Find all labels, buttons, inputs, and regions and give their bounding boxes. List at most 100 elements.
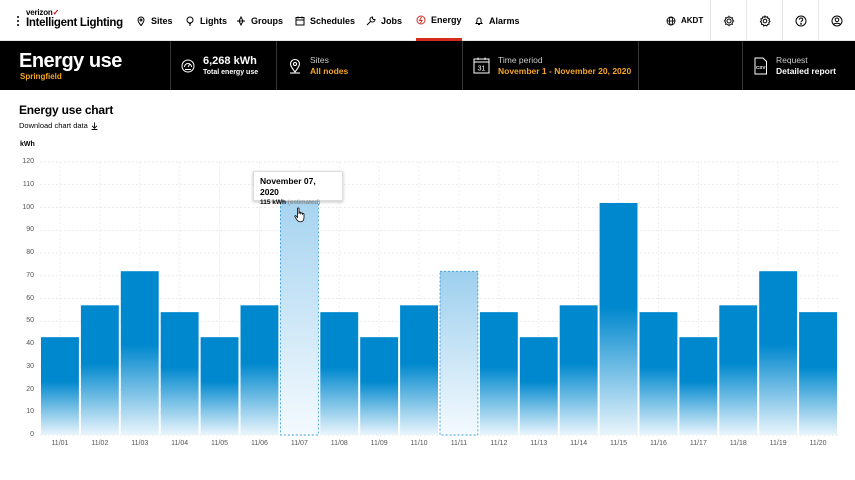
hand-cursor-icon	[294, 207, 305, 223]
groups-icon	[237, 15, 245, 26]
y-tick-label: 10	[26, 408, 34, 416]
nav-item-jobs[interactable]: Jobs	[366, 0, 402, 41]
logo[interactable]: verizon✓ Intelligent Lighting	[26, 8, 123, 29]
x-tick-label: 11/18	[729, 440, 747, 447]
nav-item-alarms[interactable]: Alarms	[474, 0, 520, 41]
nav-label-groups: Groups	[251, 15, 284, 26]
request-value: Detailed report	[776, 65, 836, 76]
settings-icon	[759, 14, 771, 27]
admin-settings-button[interactable]	[710, 0, 746, 41]
chart-tooltip: November 07, 2020 115 kWh (estimated)	[253, 171, 343, 206]
timezone-selector[interactable]: AKDT	[666, 0, 703, 41]
bar-11-18[interactable]	[719, 305, 758, 435]
help-button[interactable]	[782, 0, 818, 41]
request-label: Request	[776, 54, 808, 65]
globe-icon	[666, 16, 676, 25]
y-tick-label: 80	[26, 249, 34, 256]
bar-11-15[interactable]	[599, 202, 638, 435]
header-divider	[742, 41, 743, 90]
y-tick-label: 50	[26, 317, 34, 325]
chart-grid	[40, 161, 838, 436]
x-tick-label: 11/17	[689, 440, 707, 447]
x-tick-label: 11/15	[610, 440, 628, 447]
brand-name: verizon	[26, 8, 53, 17]
bar-11-01[interactable]	[41, 337, 79, 435]
x-tick-label: 11/07	[290, 440, 308, 447]
download-label: Download chart data	[19, 121, 88, 130]
x-tick-label: 11/16	[649, 440, 667, 447]
header-divider	[170, 41, 171, 90]
nav-label-sites: Sites	[151, 15, 173, 26]
nav-label-energy: Energy	[431, 15, 462, 25]
header-divider	[276, 41, 277, 90]
page-title: Energy use	[19, 50, 122, 72]
y-axis-unit: kWh	[20, 141, 35, 148]
bar-11-04[interactable]	[160, 312, 199, 435]
bar-11-03[interactable]	[120, 271, 159, 435]
x-tick-label: 11/09	[370, 440, 388, 447]
x-tick-label: 11/12	[490, 440, 508, 447]
settings-button[interactable]	[746, 0, 782, 41]
energy-icon	[416, 15, 426, 25]
download-icon	[91, 122, 98, 130]
nav-label-lights: Lights	[200, 15, 227, 26]
tooltip-note: (estimated)	[287, 199, 321, 206]
y-tick-label: 70	[26, 271, 34, 279]
nav-item-groups[interactable]: Groups	[236, 0, 283, 41]
bar-11-10[interactable]	[400, 305, 438, 435]
nav-label-jobs: Jobs	[381, 15, 403, 26]
header-divider	[462, 41, 463, 90]
y-tick-label: 40	[26, 340, 34, 347]
calendar-icon: 31	[473, 57, 490, 74]
total-energy-block: 6,268 kWh Total energy use	[181, 41, 258, 90]
sites-value: All nodes	[310, 65, 349, 76]
x-tick-label: 11/10	[410, 440, 428, 447]
help-icon	[795, 15, 806, 26]
profile-button[interactable]	[818, 0, 854, 41]
bar-11-12[interactable]	[479, 312, 518, 435]
profile-icon	[831, 15, 842, 26]
csv-file-icon: CSV	[754, 57, 767, 74]
admin-gear-icon	[723, 15, 734, 26]
bar-11-14[interactable]	[559, 305, 598, 435]
product-name: Intelligent Lighting	[26, 17, 123, 29]
meter-icon	[181, 59, 195, 72]
bar-11-08[interactable]	[320, 312, 359, 435]
x-tick-label: 11/13	[530, 440, 548, 447]
bar-11-06[interactable]	[240, 305, 279, 435]
y-tick-label: 60	[26, 294, 34, 302]
y-tick-label: 100	[22, 203, 34, 211]
sites-filter[interactable]: Sites All nodes	[288, 41, 348, 90]
app-menu-icon[interactable]	[17, 16, 20, 26]
y-tick-label: 20	[26, 385, 34, 393]
page-header: Energy use Springfield 6,268 kWh Total e…	[0, 41, 855, 90]
download-chart-data-link[interactable]: Download chart data	[19, 121, 98, 130]
total-energy-label: Total energy use	[203, 68, 259, 76]
request-report-button[interactable]: CSV Request Detailed report	[753, 41, 836, 90]
bar-11-11[interactable]	[439, 270, 479, 436]
bar-11-16[interactable]	[639, 312, 678, 435]
chart-bars	[41, 173, 837, 436]
nav-item-energy[interactable]: Energy	[416, 0, 462, 41]
svg-text:CSV: CSV	[756, 65, 766, 70]
site-name: Springfield	[20, 72, 62, 81]
time-period-filter[interactable]: 31 Time period November 1 - November 20,…	[473, 41, 631, 90]
nav-item-lights[interactable]: Lights	[185, 0, 227, 41]
bar-11-05[interactable]	[200, 337, 239, 435]
bar-11-19[interactable]	[759, 271, 798, 435]
timezone-label: AKDT	[681, 16, 704, 25]
x-tick-label: 11/03	[131, 440, 149, 447]
x-tick-label: 11/08	[330, 440, 348, 447]
bar-11-17[interactable]	[679, 337, 718, 435]
nav-item-schedules[interactable]: Schedules	[295, 0, 355, 41]
bar-11-09[interactable]	[360, 337, 399, 435]
bar-11-13[interactable]	[519, 337, 558, 435]
bar-11-02[interactable]	[80, 305, 119, 435]
location-pin-icon	[289, 58, 301, 74]
bar-11-20[interactable]	[799, 312, 837, 435]
x-tick-label: 11/06	[250, 440, 268, 447]
nav-item-sites[interactable]: Sites	[136, 0, 173, 41]
time-period-value: November 1 - November 20, 2020	[498, 65, 632, 76]
x-tick-label: 11/14	[570, 440, 588, 447]
